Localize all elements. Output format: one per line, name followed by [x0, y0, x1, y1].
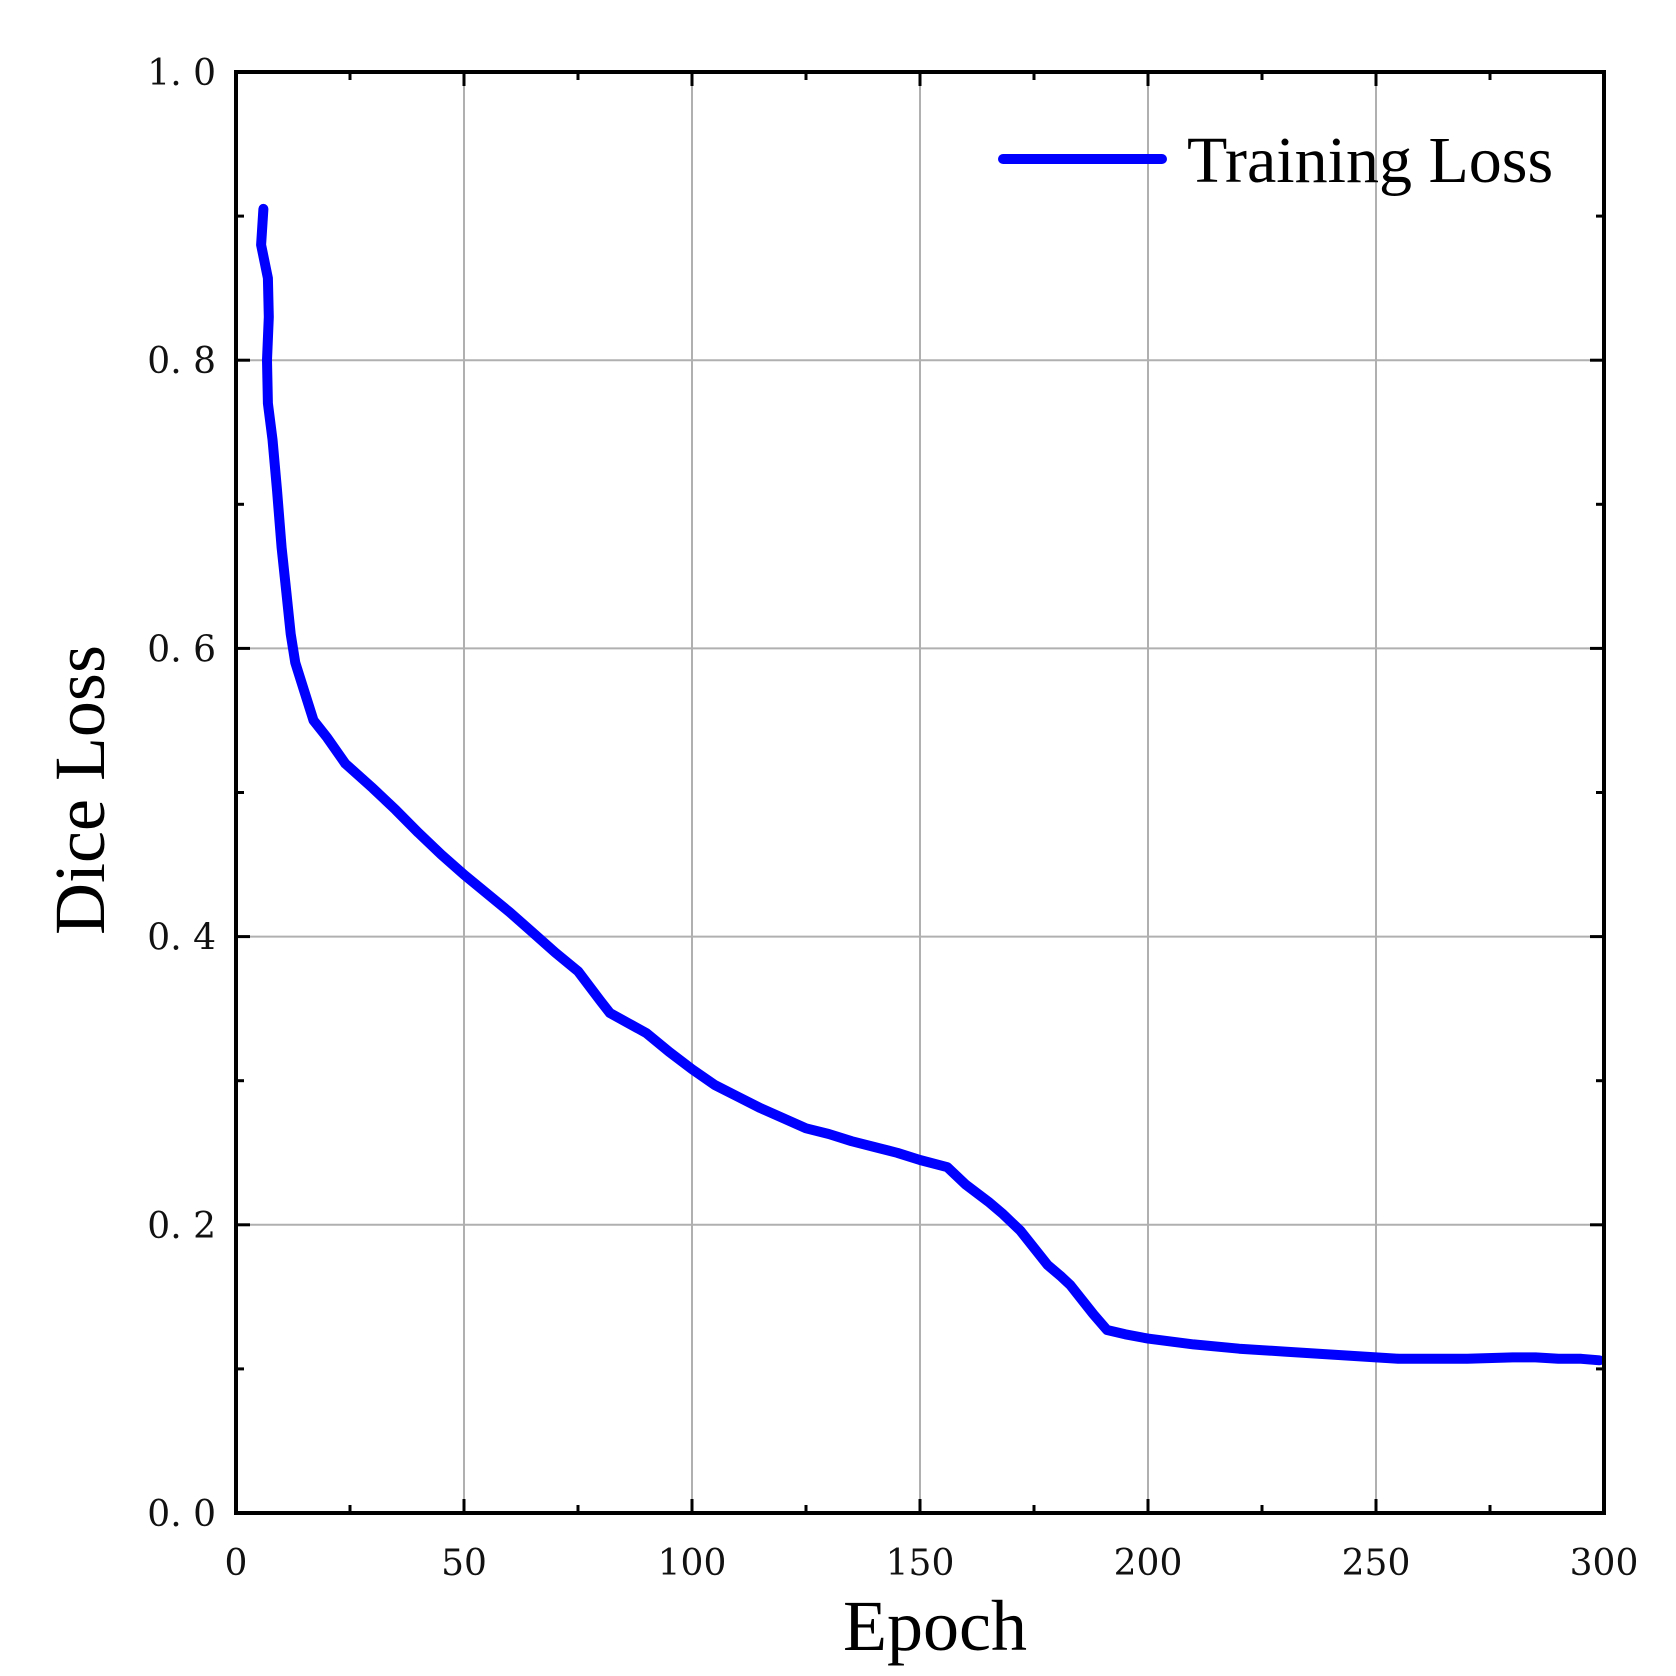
plot-frame	[234, 70, 1606, 1515]
y-tick-label: 0. 8	[147, 341, 216, 382]
x-tick-label: 150	[886, 1543, 955, 1584]
x-tick-labels: 0 50 100 150 200 250 300	[225, 1543, 1639, 1584]
y-tick-labels: 0. 0 0. 2 0. 4 0. 6 0. 8 1. 0	[147, 53, 216, 1535]
x-tick-label: 250	[1342, 1543, 1411, 1584]
y-tick-label: 0. 4	[147, 918, 216, 959]
y-tick-label: 0. 2	[147, 1206, 216, 1247]
x-tick-label: 0	[225, 1543, 248, 1584]
x-tick-label: 100	[658, 1543, 727, 1584]
y-tick-label: 0. 0	[147, 1494, 216, 1535]
x-tick-label: 200	[1114, 1543, 1183, 1584]
series-line-training-loss	[256, 203, 1605, 1366]
legend: Training Loss	[998, 124, 1553, 197]
y-axis-title: Dice Loss	[40, 645, 120, 935]
x-tick-label: 50	[441, 1543, 487, 1584]
series-layer	[256, 203, 1605, 1366]
y-tick-label: 0. 6	[147, 629, 216, 670]
x-tick-label: 300	[1570, 1543, 1639, 1584]
legend-label-training-loss: Training Loss	[1187, 124, 1553, 197]
grid	[236, 72, 1604, 1513]
x-axis-title: Epoch	[843, 1586, 1027, 1666]
y-tick-label: 1. 0	[147, 53, 216, 94]
